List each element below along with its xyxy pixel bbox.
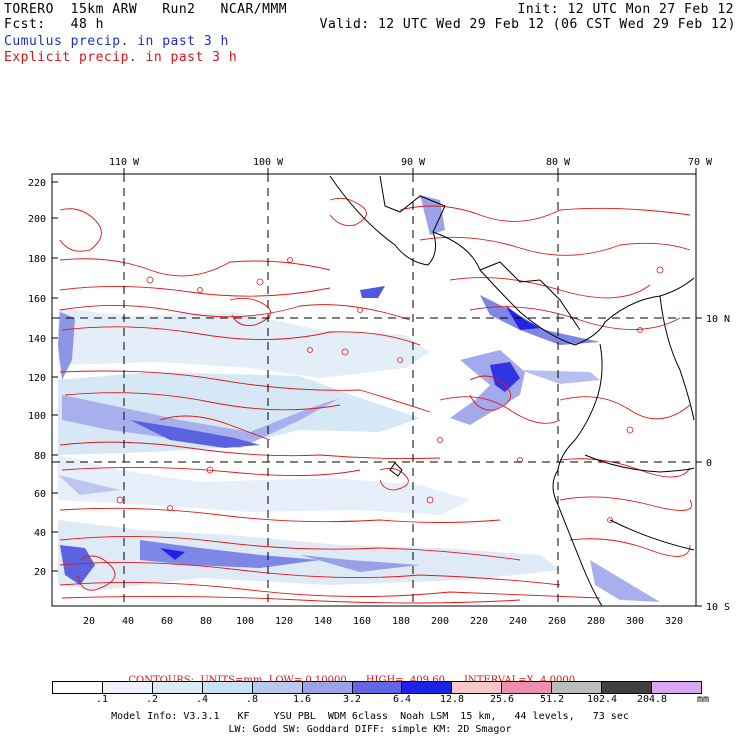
x-tick-label: 280	[587, 616, 605, 627]
x-tick-label: 20	[83, 616, 95, 627]
color-bar-label: 3.2	[342, 694, 362, 705]
x-tick-label: 40	[122, 616, 134, 627]
lon-label-90w: 90 W	[401, 157, 426, 168]
legend-cumulus: Cumulus precip. in past 3 h	[4, 34, 229, 49]
y-tick-label: 160	[28, 294, 46, 305]
x-tick-label: 180	[392, 616, 410, 627]
explicit-precip-contours	[59, 197, 693, 604]
color-bar-segment	[202, 682, 253, 693]
color-bar-segment	[53, 682, 103, 693]
x-tick-label: 80	[200, 616, 212, 627]
latlon-grid	[52, 174, 696, 606]
color-bar	[52, 681, 702, 694]
lon-label-110w: 110 W	[109, 157, 140, 168]
contour-interval: INTERVAL=X 4.0000	[464, 675, 576, 686]
model-physics: LW: Godd SW: Goddard DIFF: simple KM: 2D…	[228, 724, 512, 735]
color-bar-segment	[452, 682, 503, 693]
color-bar-label: 6.4	[392, 694, 412, 705]
x-tick-label: 200	[431, 616, 449, 627]
legend-explicit: Explicit precip. in past 3 h	[4, 50, 238, 65]
x-tick-label: 220	[470, 616, 488, 627]
color-bar-label: .4	[195, 694, 209, 705]
x-tick-label: 260	[548, 616, 566, 627]
cumulus-precip-shading	[58, 195, 660, 602]
lat-label-10n: 10 N	[706, 314, 730, 325]
scattered-precip-cells	[116, 257, 664, 523]
init-time: Init: 12 UTC Mon 27 Feb 12	[517, 2, 734, 17]
color-bar-label: 12.8	[439, 694, 465, 705]
color-bar-segment	[502, 682, 553, 693]
color-bar-label: 25.6	[489, 694, 515, 705]
forecast-hour: Fcst: 48 h	[4, 17, 104, 32]
lon-label-70w: 70 W	[688, 157, 713, 168]
color-bar-label: 204.8	[636, 694, 668, 705]
valid-time: Valid: 12 UTC Wed 29 Feb 12 (06 CST Wed …	[319, 17, 736, 32]
x-tick-label: 140	[314, 616, 332, 627]
x-tick-label: 100	[236, 616, 254, 627]
color-bar-segment	[552, 682, 603, 693]
color-bar-segment	[102, 682, 153, 693]
lon-label-100w: 100 W	[253, 157, 284, 168]
lat-label-0: 0	[706, 458, 712, 469]
y-tick-label: 220	[28, 178, 46, 189]
color-bar-segment	[252, 682, 303, 693]
lon-label-80w: 80 W	[546, 157, 571, 168]
y-tick-label: 40	[34, 528, 46, 539]
color-bar-unit: mm	[697, 694, 710, 705]
y-tick-label: 200	[28, 214, 46, 225]
color-bar-segment	[602, 682, 653, 693]
color-bar-segment	[302, 682, 353, 693]
color-bar-label: 1.6	[292, 694, 312, 705]
color-bar-label: .8	[245, 694, 259, 705]
y-tick-label: 20	[34, 567, 46, 578]
color-bar-label: 51.2	[539, 694, 565, 705]
y-tick-label: 100	[28, 411, 46, 422]
y-tick-label: 80	[34, 451, 46, 462]
color-bar-segment	[402, 682, 453, 693]
axis-ticks	[52, 168, 702, 607]
contour-units: CONTOURS: UNITS=mm LOW= 0.10000	[128, 675, 347, 686]
model-title: TORERO 15km ARW Run2 NCAR/MMM	[4, 2, 288, 17]
color-bar-label: .2	[145, 694, 159, 705]
lat-label-10s: 10 S	[706, 602, 730, 613]
color-bar-label: .1	[95, 694, 109, 705]
x-tick-label: 300	[626, 616, 644, 627]
y-tick-label: 180	[28, 254, 46, 265]
y-tick-label: 120	[28, 373, 46, 384]
color-bar-segment	[352, 682, 403, 693]
y-tick-label: 60	[34, 489, 46, 500]
contour-info: CONTOURS: UNITS=mm LOW= 0.10000 HIGH= 40…	[122, 664, 575, 686]
x-tick-label: 320	[665, 616, 683, 627]
x-tick-label: 160	[353, 616, 371, 627]
color-bar-label: 102.4	[586, 694, 618, 705]
contour-high: HIGH= 409.60	[365, 675, 445, 686]
y-tick-label: 140	[28, 334, 46, 345]
x-tick-label: 240	[509, 616, 527, 627]
color-bar-segment	[652, 682, 701, 693]
model-info: Model Info: V3.3.1 KF YSU PBL WDM 6class…	[111, 711, 629, 722]
x-tick-label: 120	[275, 616, 293, 627]
x-tick-label: 60	[161, 616, 173, 627]
color-bar-segment	[152, 682, 203, 693]
coastlines	[329, 175, 695, 607]
